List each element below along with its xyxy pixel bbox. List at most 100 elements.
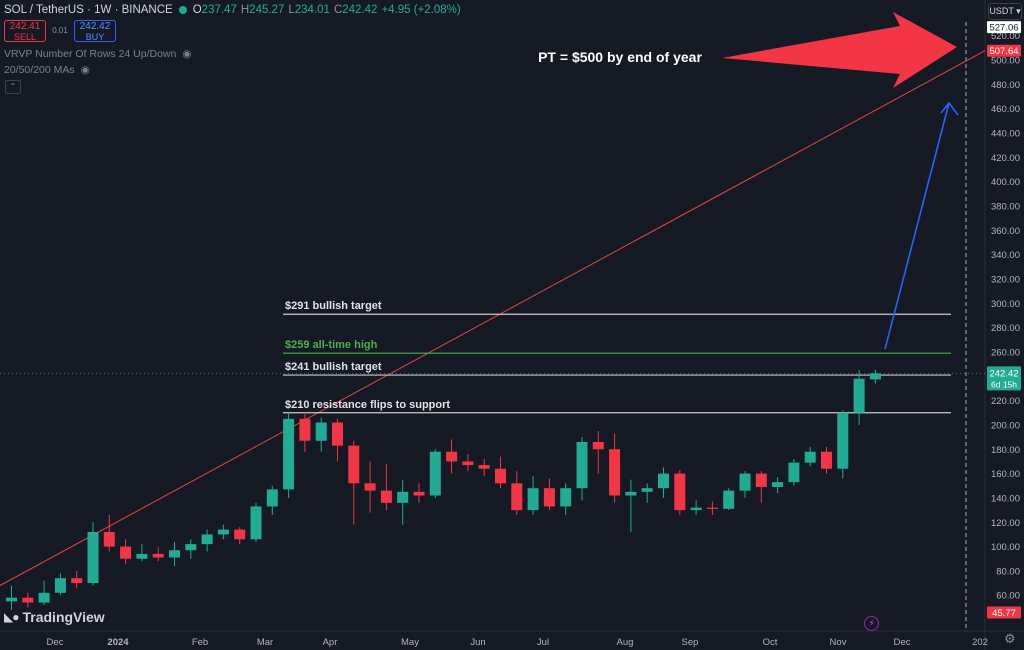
projection-arrow-head [940, 101, 959, 116]
collapse-indicators-icon[interactable]: ⌃ [5, 80, 21, 94]
symbol-title[interactable]: SOL / TetherUS · 1W · BINANCE [4, 4, 173, 16]
x-tick-label: Mar [257, 637, 273, 648]
candle-body [804, 451, 816, 463]
level-label: $241 bullish target [285, 361, 382, 373]
candle-body [641, 488, 653, 492]
x-tick-label: Jul [537, 637, 549, 648]
bottom-price-label-bg [987, 606, 1021, 619]
buy-price: 242.42 [79, 21, 111, 32]
candle-body [152, 553, 164, 558]
indicator-vrvp-label: VRVP Number Of Rows 24 Up/Down [4, 48, 177, 60]
currency-label: USDT [989, 6, 1014, 16]
annotation-arrow [722, 12, 957, 88]
indicator-vrvp[interactable]: VRVP Number Of Rows 24 Up/Down ◉ [4, 48, 192, 60]
close-label: C [333, 4, 343, 16]
projection-arrow [884, 102, 950, 350]
sell-button[interactable]: 242.41 SELL [4, 20, 46, 42]
candle-body [217, 529, 229, 535]
candle-body [332, 422, 343, 446]
flash-icon[interactable]: ⚡ [864, 616, 879, 631]
tradingview-logo-text: TradingView [22, 609, 105, 625]
candle-body [592, 441, 604, 450]
open-value: 237.47 [201, 4, 237, 16]
candle-body [266, 489, 278, 507]
y-tick-label: 360.00 [991, 226, 1020, 237]
y-tick-label: 140.00 [991, 493, 1020, 504]
gear-icon[interactable]: ⚙ [1004, 631, 1016, 646]
x-tick-label: Apr [323, 637, 338, 648]
candle-body [348, 445, 360, 484]
candle-body [429, 451, 441, 496]
annotation-text: PT = $500 by end of year [538, 49, 702, 65]
candle-body [446, 451, 458, 462]
open-label: O [192, 4, 202, 16]
candle-body [54, 578, 66, 593]
candle-body [755, 473, 767, 487]
x-tick-label: Aug [617, 637, 634, 648]
y-tick-label: 60.00 [996, 591, 1020, 602]
candle-body [869, 373, 881, 380]
tradingview-logo-icon: ◣● [4, 610, 20, 624]
candle-body [364, 483, 376, 491]
candle-body [103, 531, 115, 547]
y-tick-label: 500.00 [991, 56, 1020, 67]
candle-body [625, 491, 637, 496]
candle-body [837, 412, 849, 469]
candle-body [576, 441, 588, 489]
candle-body [560, 488, 572, 507]
last-price-label-bg [987, 366, 1021, 391]
candle-body [739, 473, 751, 491]
indicator-mas[interactable]: 20/50/200 MAs ◉ [4, 64, 90, 76]
candle-body [201, 534, 213, 545]
candle-body [397, 491, 409, 503]
x-tick-label: 2024 [107, 637, 129, 648]
trendline [0, 50, 986, 586]
buy-button[interactable]: 242.42 BUY [74, 20, 116, 42]
x-tick-label: Jun [470, 637, 485, 648]
candle-body [853, 378, 865, 413]
candle-body [185, 544, 197, 551]
candle-body [71, 578, 83, 584]
candle-body [250, 506, 262, 540]
level-label: $210 resistance flips to support [285, 399, 450, 411]
eye-icon[interactable]: ◉ [80, 64, 90, 76]
top-price-label-bg [987, 21, 1021, 34]
candle-body [706, 507, 718, 509]
candle-body [87, 531, 99, 584]
candle-body [543, 488, 555, 507]
candle-body [22, 597, 34, 603]
y-tick-label: 260.00 [991, 347, 1020, 358]
candle-body [821, 451, 832, 469]
candle-body [136, 553, 148, 559]
x-tick-label: Dec [47, 637, 64, 648]
low-value: 234.01 [294, 4, 330, 16]
candle-body [511, 483, 523, 511]
y-tick-label: 300.00 [991, 299, 1020, 310]
y-tick-label: 200.00 [991, 420, 1020, 431]
buy-label: BUY [85, 32, 105, 42]
candle-body [299, 418, 311, 441]
candle-body [658, 473, 669, 489]
last-price-label: 242.42 [989, 368, 1018, 379]
candle-body [723, 490, 735, 509]
candle-body [6, 597, 17, 602]
candle-body [283, 418, 295, 490]
sell-label: SELL [13, 32, 37, 42]
eye-icon[interactable]: ◉ [182, 48, 192, 60]
y-tick-label: 480.00 [991, 80, 1020, 91]
market-open-dot-icon [178, 6, 187, 14]
candle-body [478, 465, 490, 469]
currency-select[interactable]: USDT ▾ [988, 3, 1022, 20]
y-tick-label: 160.00 [991, 469, 1020, 480]
candle-body [690, 507, 702, 511]
sell-price: 242.41 [9, 21, 41, 32]
level-label: $291 bullish target [285, 300, 382, 312]
spread-value: 0.01 [52, 26, 68, 35]
candle-body [788, 462, 800, 483]
candle-body [674, 473, 686, 511]
x-tick-label: Oct [763, 637, 778, 648]
y-tick-label: 460.00 [991, 104, 1020, 115]
candle-body [462, 461, 474, 466]
